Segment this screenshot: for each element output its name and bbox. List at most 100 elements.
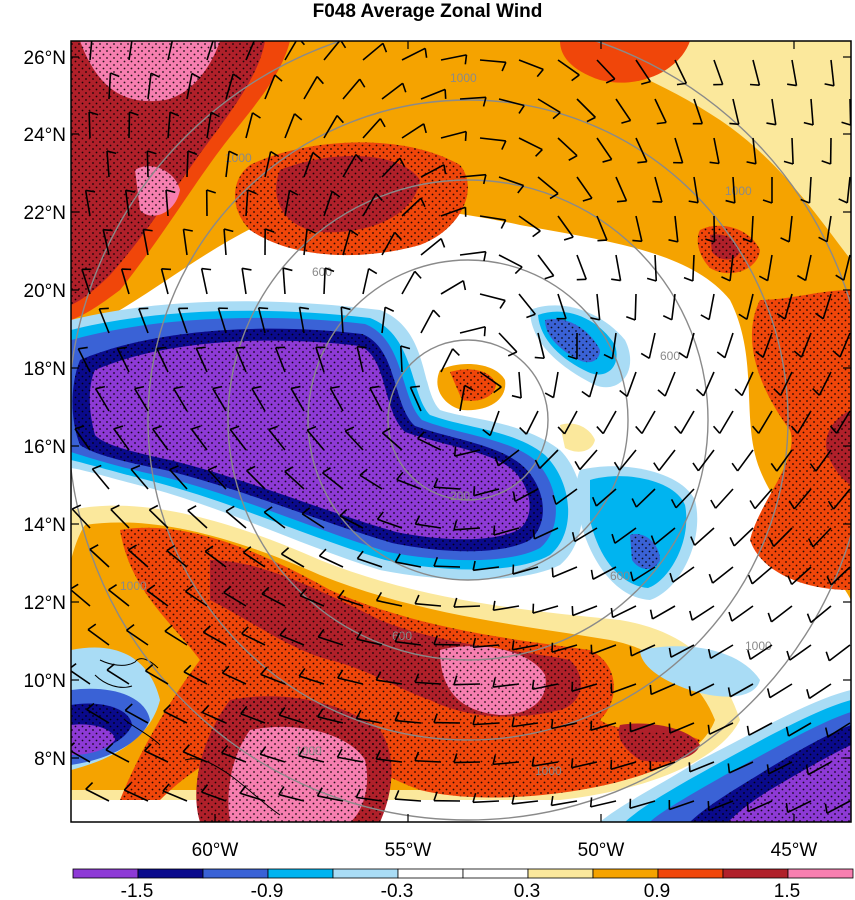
- wind-barb-staff: [299, 594, 325, 607]
- wind-barb-staff: [596, 215, 608, 241]
- wind-barb-staff: [576, 254, 587, 280]
- wind-barb-staff: [789, 644, 812, 661]
- wind-barb-flag: [534, 459, 541, 469]
- colorbar-labels: -1.5 -0.9 -0.3 0.3 0.9 1.5: [121, 881, 801, 900]
- wind-barb-staff: [839, 332, 851, 358]
- wind-barb-staff: [110, 508, 130, 529]
- wind-barb-staff: [557, 137, 578, 157]
- wind-barb-staff: [518, 293, 536, 315]
- colorbar-swatch: [722, 868, 789, 879]
- wind-barb-flag: [143, 228, 153, 232]
- wind-barb-staff: [473, 644, 500, 648]
- colorbar-swatch: [267, 868, 334, 879]
- wind-barb-flag: [89, 544, 99, 551]
- wind-barb-staff: [420, 309, 434, 334]
- wind-barb-staff: [414, 759, 442, 763]
- wind-barb-staff: [362, 268, 370, 295]
- wind-barb-staff: [729, 761, 754, 774]
- wind-barb-flag: [770, 462, 778, 472]
- wind-barb-staff: [342, 78, 361, 100]
- wind-barb-flag: [166, 544, 176, 552]
- wind-barb-flag: [788, 500, 795, 510]
- wind-barb-flag: [567, 355, 578, 360]
- y-tick-label-8n: 8°N: [34, 749, 66, 770]
- wind-barb-flag: [472, 560, 476, 571]
- wind-barb-staff: [537, 332, 545, 359]
- colorbar-label-n0.9: -0.9: [251, 881, 284, 900]
- wind-barb-staff: [493, 605, 520, 612]
- wind-barb-flag: [708, 573, 714, 584]
- wind-barb-staff: [518, 371, 522, 398]
- wind-barb-flag: [766, 688, 771, 698]
- wind-barb-flag: [279, 627, 287, 636]
- wind-barb-staff: [610, 761, 637, 771]
- wind-barb-flag: [150, 72, 160, 78]
- wind-barb-flag: [433, 478, 439, 488]
- wind-barb-flag: [492, 677, 496, 688]
- wind-barb-flag: [290, 385, 301, 390]
- wind-barb-flag: [106, 150, 117, 155]
- wind-barb-flag: [709, 161, 720, 165]
- wind-barb-staff: [787, 800, 812, 814]
- colorbar-label-1.5: 1.5: [774, 881, 800, 900]
- wind-barb-staff: [381, 82, 404, 100]
- wind-barb-staff: [257, 307, 266, 334]
- wind-barb-flag: [501, 61, 507, 72]
- wind-barb-staff: [217, 307, 227, 334]
- wind-barb-staff: [290, 388, 305, 412]
- wind-barb-flag: [71, 662, 77, 669]
- wind-barb-flag: [156, 346, 167, 350]
- wind-barb-flag: [282, 267, 293, 272]
- wind-barb-staff: [675, 488, 695, 509]
- wind-barb-staff: [669, 722, 695, 734]
- wind-barb-flag: [126, 623, 135, 631]
- wind-barb-staff: [690, 683, 715, 697]
- wind-barb-staff: [514, 488, 539, 502]
- wind-barb-staff: [453, 761, 481, 764]
- y-tick-label-22n: 22°N: [24, 203, 66, 224]
- wind-barb-staff: [708, 800, 734, 812]
- wind-barb-flag: [246, 465, 256, 472]
- wind-barb-flag: [669, 572, 674, 583]
- wind-barb-flag: [464, 54, 468, 65]
- wind-barb-staff: [741, 371, 754, 396]
- wind-barb-flag: [453, 520, 458, 530]
- wind-barb-flag: [710, 499, 717, 509]
- wind-barb-staff: [709, 722, 734, 735]
- wind-barb-staff: [376, 679, 403, 685]
- wind-barb-staff: [245, 190, 249, 217]
- wind-barb-staff: [498, 332, 518, 353]
- wind-barb-staff: [225, 510, 247, 529]
- wind-barb-staff: [768, 761, 793, 775]
- wind-barb-flag: [507, 351, 518, 357]
- wind-barb-staff: [752, 137, 757, 164]
- wind-barb-flag: [317, 708, 324, 718]
- wind-barb-staff: [459, 385, 466, 412]
- colorbar-swatch: [657, 868, 724, 879]
- wind-barb-flag: [183, 664, 192, 673]
- wind-barb-staff: [433, 643, 461, 646]
- wind-barb-staff: [182, 751, 208, 763]
- wind-barb-flag: [149, 504, 159, 511]
- wind-barb-staff: [315, 347, 325, 373]
- wind-barb-flag: [493, 386, 502, 394]
- wind-barb-flag: [399, 157, 406, 167]
- wind-barb-staff: [732, 98, 740, 125]
- wind-barb-flag: [414, 751, 420, 762]
- wind-barb-flag: [108, 583, 118, 591]
- wind-barb-staff: [693, 98, 704, 124]
- wind-barb-staff: [395, 798, 422, 802]
- wind-barb-flag: [464, 384, 474, 391]
- wind-barb-flag: [169, 111, 180, 117]
- wind-barb-staff: [512, 722, 539, 728]
- wind-barb-staff: [152, 428, 169, 451]
- wind-barb-staff: [162, 790, 188, 802]
- wind-barb-staff: [102, 229, 110, 256]
- wind-barb-staff: [596, 293, 601, 320]
- wind-barb-staff: [235, 347, 247, 373]
- wind-barb-flag: [716, 351, 726, 359]
- wind-barb-staff: [652, 605, 676, 620]
- wind-barb-staff: [245, 112, 254, 139]
- wind-barb-flag: [668, 239, 678, 243]
- wind-barb-staff: [453, 683, 481, 686]
